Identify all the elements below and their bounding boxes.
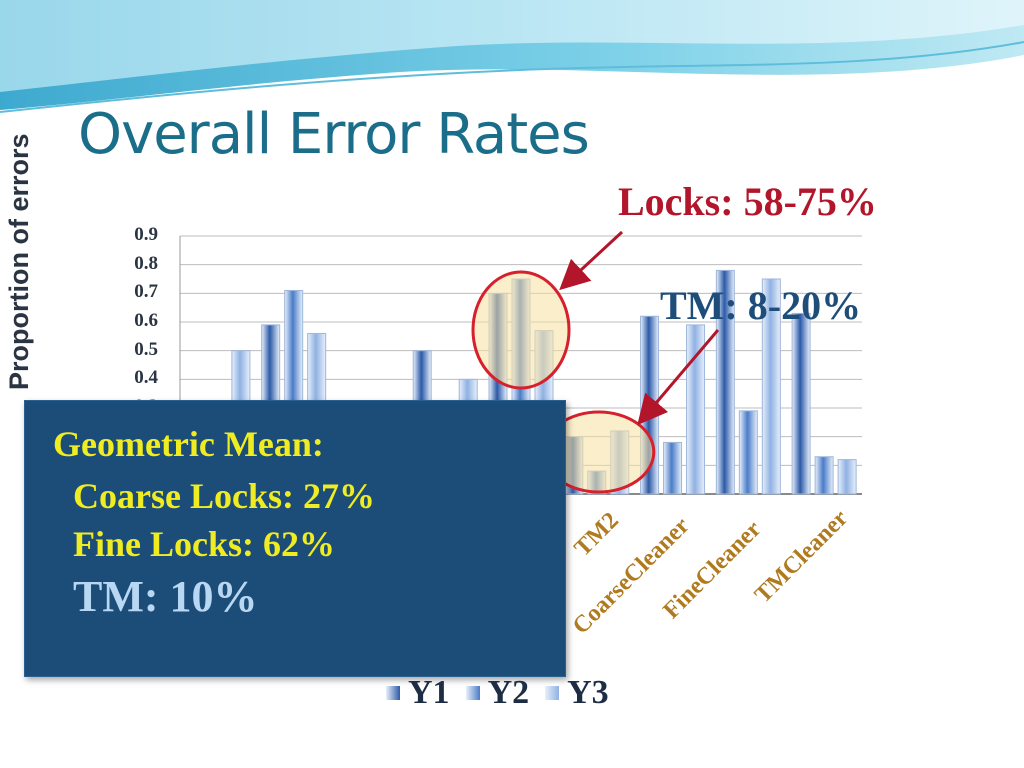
chart-legend: Y1 Y2 Y3 [386, 674, 625, 712]
locks-callout: Locks: 58-75% [618, 179, 877, 224]
header-wave-decoration [0, 0, 1024, 113]
bar-finecleaner-y3 [761, 278, 781, 495]
summary-heading: Geometric Mean: [53, 424, 324, 464]
tm-callout-arrow [637, 329, 720, 426]
geometric-mean-summary-box: Geometric Mean: Coarse Locks: 27% Fine L… [24, 400, 566, 677]
summary-coarse-locks: Coarse Locks: 27% [73, 476, 375, 516]
bar-finecleaner-y2 [738, 410, 758, 495]
bar-coarsecleaner-y2 [663, 441, 683, 495]
fine2-highlight-ellipse [471, 270, 571, 390]
legend-swatch [386, 686, 400, 700]
locks-callout-arrow [559, 230, 624, 291]
y-tick-label: 0.4 [134, 367, 158, 389]
legend-swatch [545, 686, 560, 700]
legend-item: Y3 [545, 674, 609, 712]
y-tick-label: 0.5 [134, 338, 158, 360]
chart-annotations [471, 230, 720, 494]
legend-label: Y2 [487, 674, 530, 711]
legend-item: Y1 [386, 674, 450, 712]
summary-tm: TM: 10% [73, 572, 258, 621]
bar-finecleaner-y1 [715, 269, 735, 495]
bar-coarsecleaner-y3 [686, 324, 706, 495]
y-tick-label: 0.9 [134, 224, 158, 245]
bar-tmcleaner-y1 [791, 312, 811, 495]
bar-tmcleaner-y2 [814, 456, 834, 495]
y-tick-label: 0.7 [134, 281, 158, 303]
legend-label: Y3 [567, 674, 609, 711]
summary-fine-locks: Fine Locks: 62% [73, 524, 336, 564]
legend-label: Y1 [408, 674, 450, 711]
tm-callout: TM: 8-20% [660, 283, 862, 328]
slide-title: Overall Error Rates [78, 102, 590, 167]
y-tick-label: 0.6 [134, 310, 158, 331]
y-tick-label: 0.8 [134, 252, 158, 274]
legend-swatch [465, 686, 480, 700]
legend-item: Y2 [465, 674, 530, 712]
bar-tmcleaner-y3 [837, 459, 857, 495]
y-axis-label: Proportion of errors [4, 133, 34, 390]
